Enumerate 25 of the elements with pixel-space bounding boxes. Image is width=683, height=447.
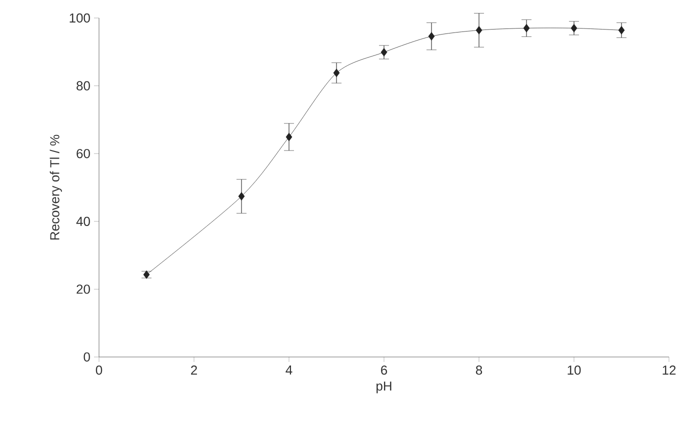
point [570,24,578,32]
point [238,192,245,201]
point [523,24,530,32]
y-tick-label: 100 [70,13,90,23]
point [428,32,435,40]
y-tick-label: 40 [76,216,90,226]
x-tick-label: 8 [476,366,482,375]
y-tick-label: 60 [76,148,90,158]
point [380,48,388,56]
y-tick-label: 80 [76,81,90,90]
x-tick-label: 6 [381,366,388,375]
x-axis-title: pH [376,382,392,394]
y-tick-label: 0 [84,352,90,362]
x-tick-label: 4 [286,366,292,374]
point [286,132,292,142]
x-tick-label: 12 [662,366,676,375]
x-tick-label: 10 [568,366,581,375]
x-tick-label: 0 [96,366,102,375]
x-tick-label: 2 [191,366,197,375]
point [143,270,150,279]
point [333,68,340,78]
y-axis-title: Recovery of Tl / % [50,134,62,240]
point [618,26,625,34]
y-tick-label: 20 [76,284,90,294]
point [476,26,482,34]
